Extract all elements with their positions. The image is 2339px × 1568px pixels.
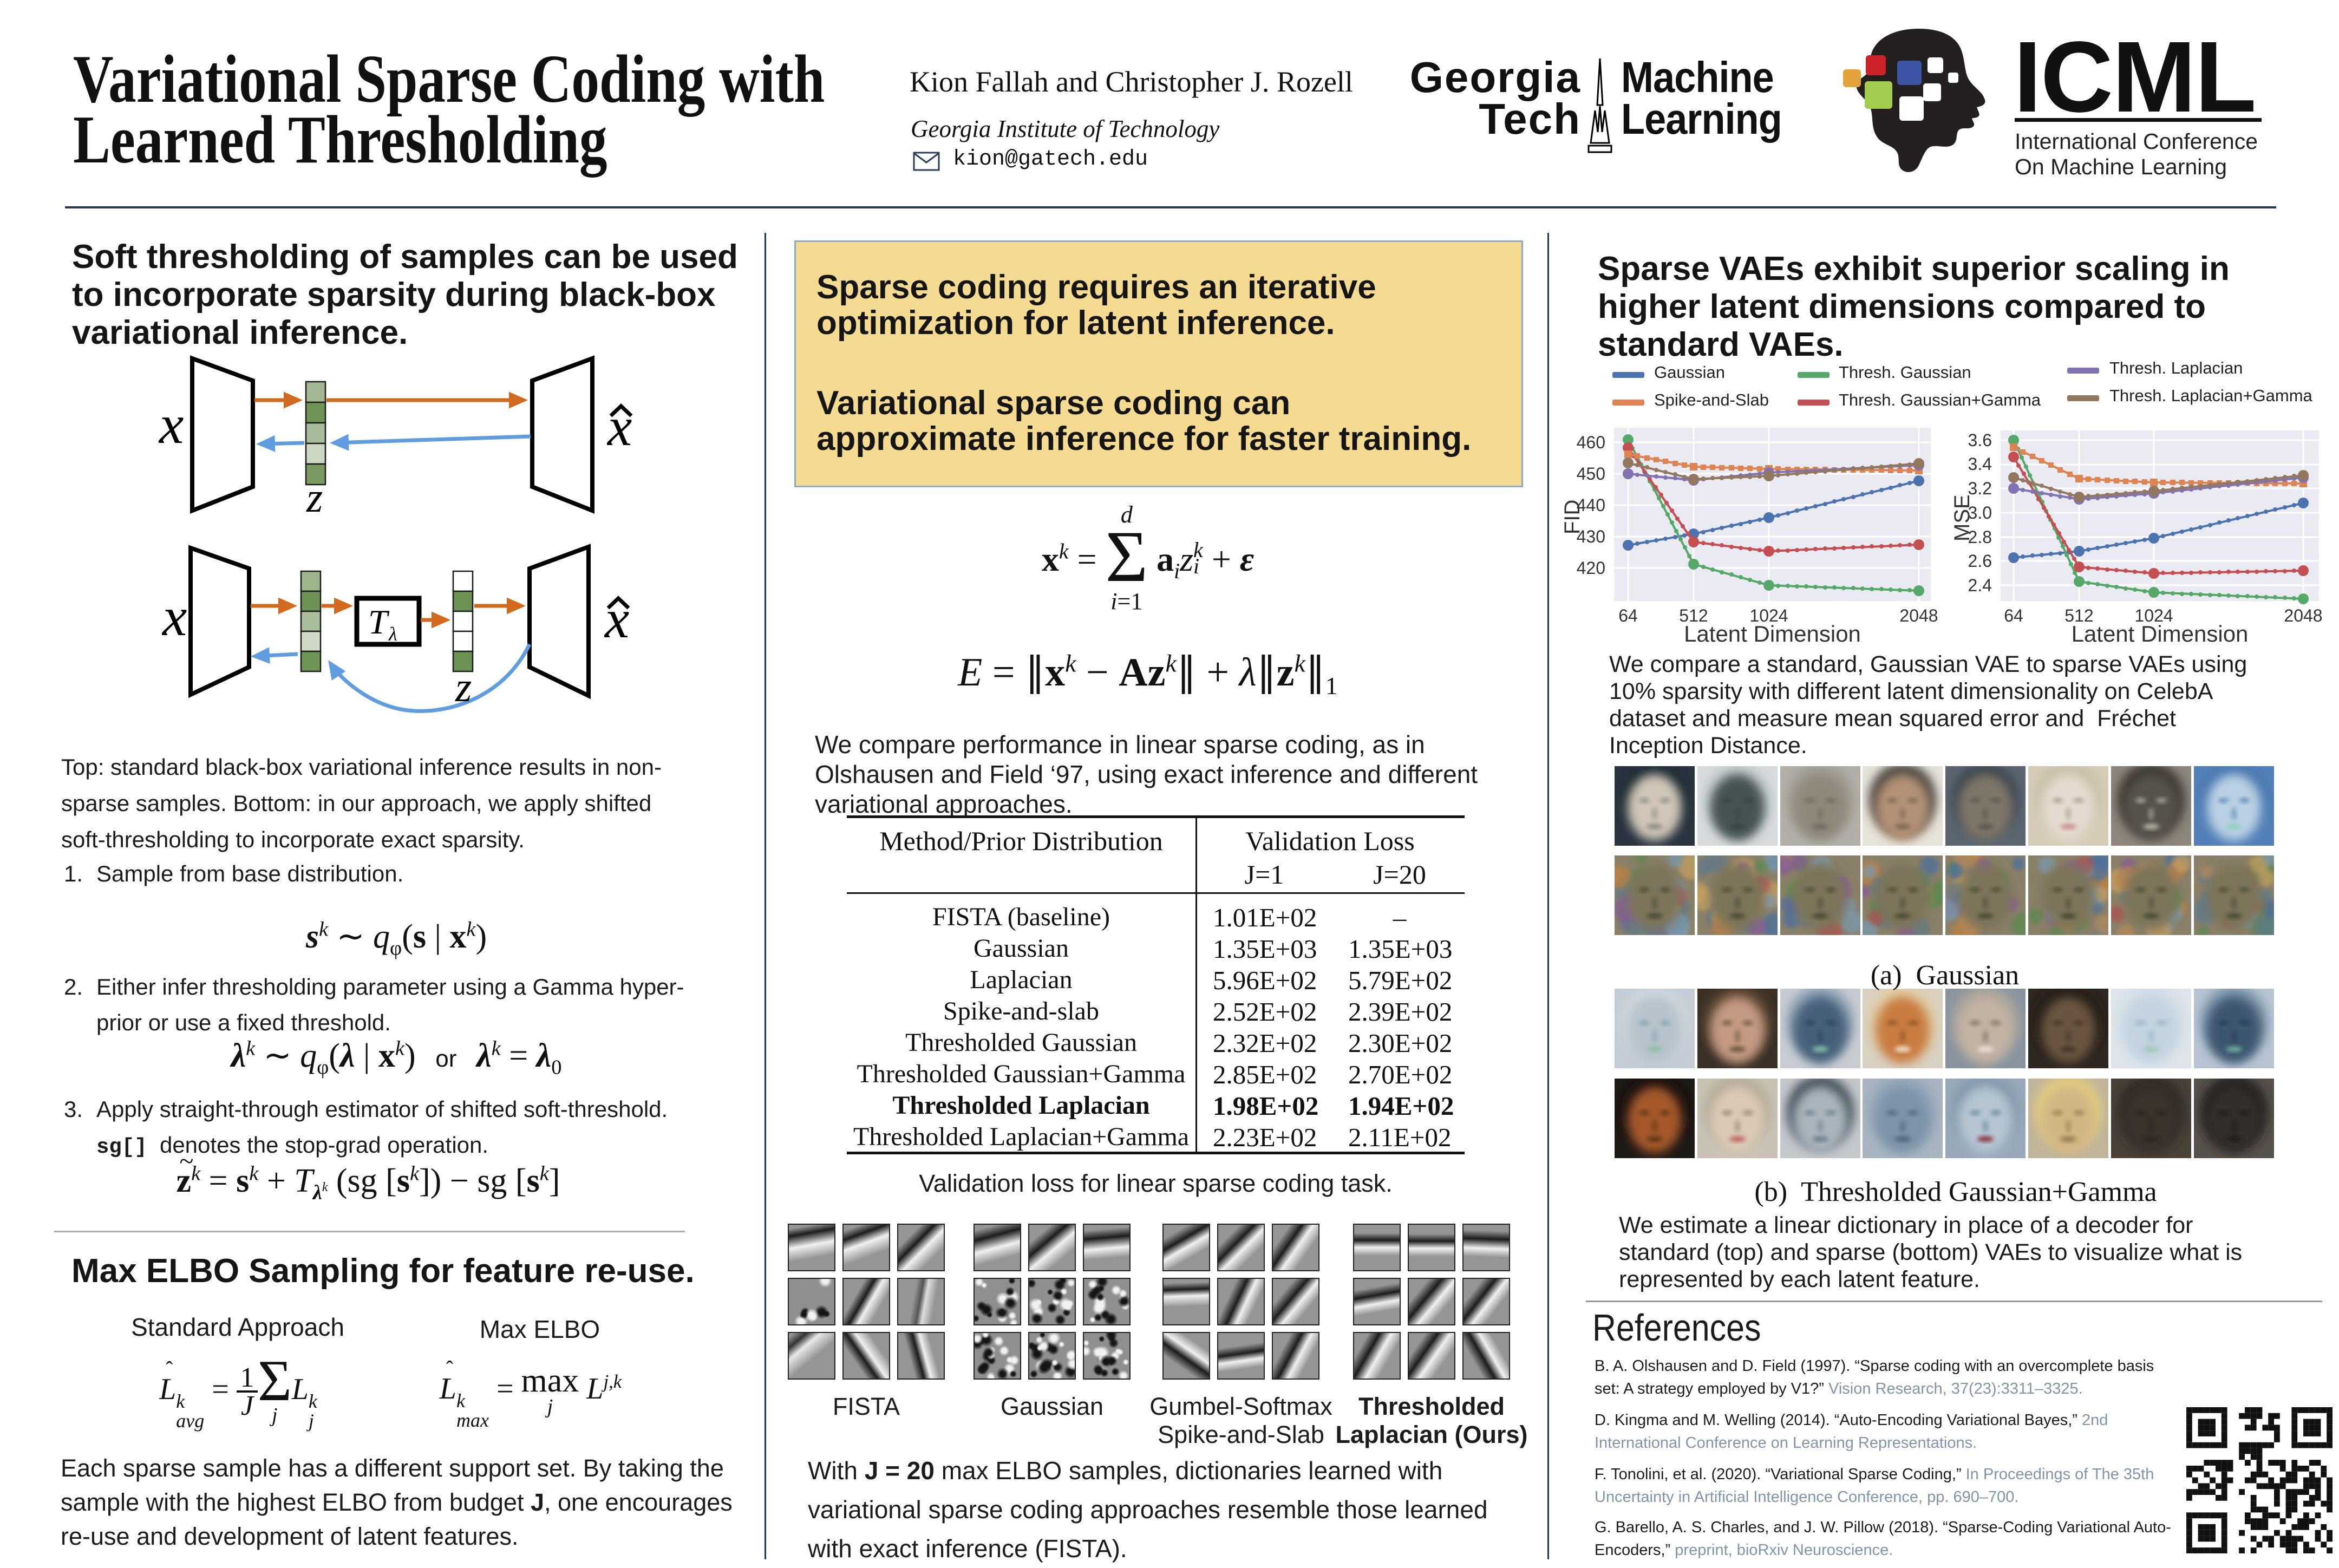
svg-text:2048: 2048 (2284, 606, 2322, 625)
svg-text:x: x (161, 586, 187, 648)
svg-text:512: 512 (2064, 606, 2093, 625)
svg-text:3.0: 3.0 (1968, 503, 1992, 522)
svg-text:T: T (368, 603, 390, 641)
svg-text:1024: 1024 (1749, 606, 1788, 625)
svg-text:λ: λ (388, 623, 397, 645)
svg-text:420: 420 (1577, 558, 1605, 578)
svg-text:430: 430 (1577, 527, 1605, 546)
svg-text:Latent Dimension: Latent Dimension (1684, 621, 1861, 646)
svg-text:64: 64 (2004, 606, 2023, 625)
svg-text:2.6: 2.6 (1968, 551, 1992, 571)
svg-text:2.4: 2.4 (1968, 576, 1992, 595)
svg-text:x: x (158, 394, 184, 455)
svg-text:3.4: 3.4 (1968, 454, 1992, 474)
svg-text:z: z (455, 663, 472, 710)
svg-text:1024: 1024 (2134, 606, 2173, 625)
svg-text:64: 64 (1618, 606, 1638, 625)
svg-text:2.8: 2.8 (1968, 527, 1992, 547)
svg-text:460: 460 (1577, 433, 1605, 452)
svg-text:2048: 2048 (1899, 606, 1938, 625)
svg-text:Latent Dimension: Latent Dimension (2072, 621, 2249, 646)
svg-text:450: 450 (1577, 464, 1605, 484)
svg-text:z: z (306, 474, 323, 521)
svg-text:440: 440 (1577, 495, 1605, 515)
svg-text:3.2: 3.2 (1968, 479, 1992, 498)
svg-text:3.6: 3.6 (1968, 430, 1992, 450)
svg-text:512: 512 (1679, 606, 1708, 625)
